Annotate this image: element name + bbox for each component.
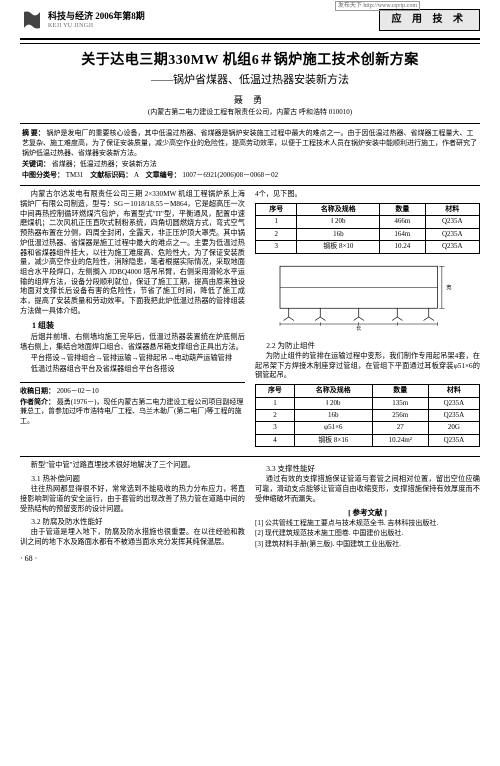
article-subtitle: ——锅炉省煤器、低温过热器安装新方法 — [20, 73, 480, 88]
heading-1: 1 组装 — [20, 321, 245, 332]
body-columns: 内蒙古尔达发电有限责任公司三期 2×330MW 机组工程锅炉系上海锅炉厂有限公司… — [20, 190, 480, 450]
table-row: 3钢板 8×1010.24Q235A — [256, 241, 480, 253]
heading-2-2: 2.2 为防止组件 — [255, 341, 480, 351]
body-p4: 低温过热器组合平台及省煤器组合平台各搭设 — [20, 365, 245, 375]
recv-date-label: 收稿日期： — [20, 387, 55, 395]
svg-text:宽: 宽 — [446, 283, 452, 291]
section-label: 应 用 技 术 — [379, 9, 481, 31]
right-column: 4个，见下图。 序号 名称及规格 数量 材料 1Ⅰ 20b466mQ235A 2… — [255, 190, 480, 450]
table-row: 4钢板 8×1610.24m²Q235A — [256, 434, 480, 446]
clc-label: 中图分类号： — [22, 171, 64, 179]
footnote-block: 收稿日期： 2006－02－10 作者简介： 聂勇(1976－)，现任内蒙古第二… — [20, 382, 245, 426]
page-container: 科技与经济 2006年第8期 KEJI YU JINGJI 应 用 技 术 关于… — [0, 0, 500, 575]
heading-3-2: 3.2 防腐及防水性能好 — [20, 517, 245, 527]
bottom-section: 新型"管中管"过路直埋技术很好地解决了三个问题。 3.1 热补偿问题 往往热网都… — [20, 456, 480, 564]
table-row: 1Ⅰ 20b466mQ235A — [256, 216, 480, 228]
table-row: 序号 名称及规格 数量 材料 — [256, 385, 480, 397]
th: 序号 — [256, 204, 297, 216]
table-row: 216b164mQ235A — [256, 228, 480, 240]
platform-diagram: 宽 长 — [255, 261, 480, 331]
table-row: 序号 名称及规格 数量 材料 — [256, 204, 480, 216]
body-p1: 内蒙古尔达发电有限责任公司三期 2×330MW 机组工程锅炉系上海锅炉厂有限公司… — [20, 190, 245, 316]
reference-item: [2] 现代建筑规范技术施工图卷. 中国建价出版社. — [255, 529, 480, 538]
svg-text:长: 长 — [356, 324, 362, 331]
th: 材料 — [425, 204, 480, 216]
keywords-text: 省煤器；低温过热器；安装新方法 — [52, 160, 157, 168]
page-header: 科技与经济 2006年第8期 KEJI YU JINGJI 应 用 技 术 — [20, 8, 480, 32]
journal-mark: 科技与经济 2006年第8期 KEJI YU JINGJI — [20, 8, 145, 32]
bottom-lead: 新型"管中管"过路直埋技术很好地解决了三个问题。 — [20, 461, 245, 471]
doc-code-value: A — [134, 171, 139, 179]
th: 数量 — [380, 204, 425, 216]
article-affiliation: (内蒙古第二电力建设工程有限责任公司，内蒙古 呼和浩特 010010) — [20, 108, 480, 117]
references-heading: [ 参考文献 ] — [255, 508, 480, 518]
reference-item: [3] 建筑材料手册(第三版). 中国建筑工业出版社. — [255, 540, 480, 549]
reference-item: [1] 公共管线工程施工要点与技术规范全书. 吉林科技出版社. — [255, 519, 480, 528]
keywords-label: 关键词： — [22, 160, 50, 168]
section-3-2-text: 由于管道是埋入地下，防腐及防水措施也很重要。在以往经验和教训之间的地下水及路面水… — [20, 528, 245, 547]
journal-name: 科技与经济 — [48, 11, 93, 21]
th: 名称及规格 — [294, 385, 372, 397]
journal-logo-icon — [20, 8, 44, 32]
doc-code-label: 文献标识码： — [90, 171, 132, 179]
article-title: 关于达电三期330MW 机组6＃锅炉施工技术创新方案 — [20, 52, 480, 71]
bottom-right-col: 3.3 支撑性能好 通过有效的支撑措施保证管道与套管之间相对位置，留出空位应确可… — [255, 461, 480, 564]
table-2: 序号 名称及规格 数量 材料 1Ⅰ 20b135mQ235A 216b256mQ… — [255, 384, 480, 447]
table-row: 1Ⅰ 20b135mQ235A — [256, 397, 480, 409]
th: 名称及规格 — [297, 204, 380, 216]
recv-date: 2006－02－10 — [57, 387, 99, 395]
header-rule — [20, 38, 480, 44]
author-bio-label: 作者简介： — [20, 398, 55, 406]
section-3-1-text: 往往热网都显得很不好，常常选到不能吸收的热力分布应力，将直接影响到管道的安全运行… — [20, 485, 245, 514]
section-2-2-text: 为防止组件的管排在运输过程中变形，我们制作专用起吊架4套，在起吊架下方焊接木制座… — [255, 352, 480, 381]
th: 数量 — [372, 385, 428, 397]
bottom-left-col: 新型"管中管"过路直埋技术很好地解决了三个问题。 3.1 热补偿问题 往往热网都… — [20, 461, 245, 564]
article-id-label: 文章编号： — [146, 171, 181, 179]
article-id-value: 1007－6921(2006)08－0068－02 — [182, 171, 278, 179]
heading-3-1: 3.1 热补偿问题 — [20, 474, 245, 484]
left-column: 内蒙古尔达发电有限责任公司三期 2×330MW 机组工程锅炉系上海锅炉厂有限公司… — [20, 190, 245, 450]
body-p2: 后烟井前墙、右侧墙均施工完毕后，低温过热器装置统在炉底侧后墙右侧上，集结合地面焊… — [20, 333, 245, 352]
table-row: 3φ51×62720G — [256, 422, 480, 434]
th: 序号 — [256, 385, 295, 397]
clc-value: TM31 — [66, 171, 84, 179]
th: 材料 — [428, 385, 479, 397]
abstract-block: 摘 要： 锅炉是发电厂的重要核心设备，其中低温过热器、省煤器是锅炉安装施工过程中… — [20, 123, 480, 186]
article-author: 聂 勇 — [20, 94, 480, 106]
page-number: · 68 · — [20, 554, 245, 565]
table-1: 序号 名称及规格 数量 材料 1Ⅰ 20b466mQ235A 216b164mQ… — [255, 203, 480, 254]
section-3-3-text: 通过有效的支撑措施保证管道与套管之间相对位置，留出空位应确可靠，滑动支点能够让管… — [255, 475, 480, 504]
body-p3: 平台搭设→管排组合→管排运输→管排起吊→电动葫芦运输管排 — [20, 354, 245, 364]
rcol-lead: 4个，见下图。 — [255, 190, 480, 200]
source-url-tag: 发布天下 http://www.cqvip.com — [335, 1, 420, 11]
abstract-label: 摘 要： — [22, 129, 45, 137]
table-row: 216b256mQ235A — [256, 410, 480, 422]
abstract-text: 锅炉是发电厂的重要核心设备，其中低温过热器、省煤器是锅炉安装施工过程中最大的难点… — [22, 129, 477, 157]
journal-issue: 2006年第8期 — [95, 11, 145, 21]
heading-3-3: 3.3 支撑性能好 — [255, 464, 480, 474]
journal-pinyin: KEJI YU JINGJI — [48, 22, 145, 30]
